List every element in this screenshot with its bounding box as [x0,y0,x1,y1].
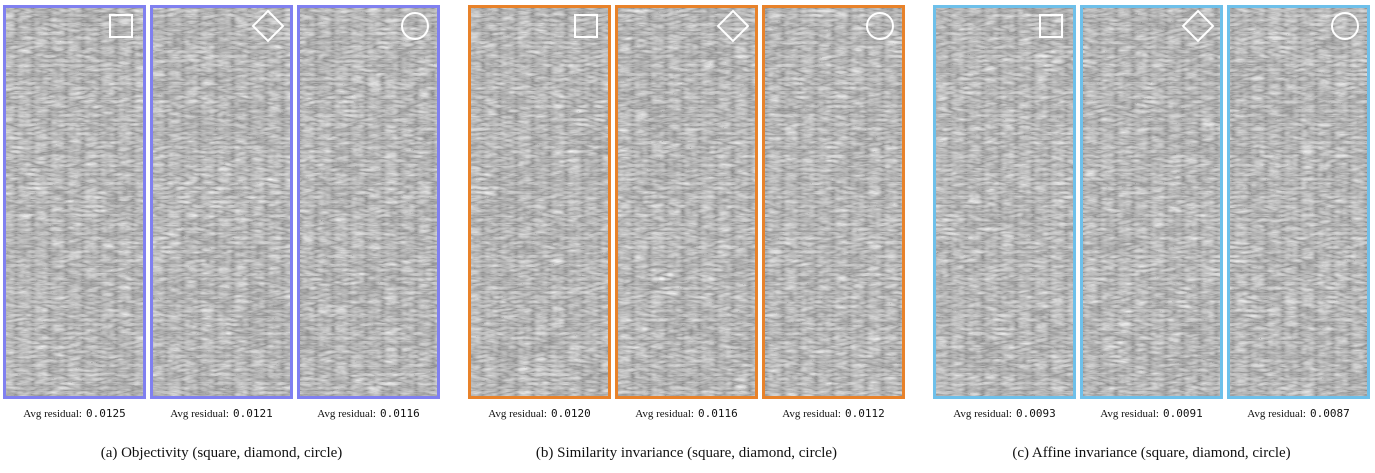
residual-label: Avg residual: [782,408,841,420]
residual: Avg residual: 0.0093 [953,407,1056,420]
residual-label: Avg residual: [23,408,82,420]
flow-texture [468,5,611,399]
residual-value: 0.0112 [845,407,885,420]
residual-value: 0.0120 [551,407,591,420]
flow-texture [933,5,1076,399]
flow-texture [3,5,146,399]
residual: Avg residual: 0.0120 [488,407,591,420]
residual-value: 0.0087 [1310,407,1350,420]
flow-texture [150,5,293,399]
residual: Avg residual: 0.0125 [23,407,126,420]
figure: Avg residual:0.0125Avg residual:0.0121Av… [0,0,1375,468]
residual-label: Avg residual: [953,408,1012,420]
flow-texture [615,5,758,399]
caption: (b) Similarity invariance (square, diamo… [536,445,837,461]
residual-label: Avg residual: [635,408,694,420]
residual-label: Avg residual: [317,408,376,420]
flow-texture [1080,5,1223,399]
residual-label: Avg residual: [488,408,547,420]
residual: Avg residual: 0.0116 [317,407,420,420]
residual-value: 0.0125 [86,407,126,420]
residual: Avg residual: 0.0112 [782,407,885,420]
residual: Avg residual: 0.0091 [1100,407,1203,420]
residual-value: 0.0116 [698,407,738,420]
residual-value: 0.0093 [1016,407,1056,420]
residual-label: Avg residual: [1100,408,1159,420]
residual-value: 0.0091 [1163,407,1203,420]
flow-texture [1227,5,1370,399]
caption: (c) Affine invariance (square, diamond, … [1012,445,1290,461]
residual: Avg residual: 0.0116 [635,407,738,420]
residual-value: 0.0116 [380,407,420,420]
residual-label: Avg residual: [170,408,229,420]
caption: (a) Objectivity (square, diamond, circle… [101,445,343,461]
flow-texture [762,5,905,399]
flow-texture [297,5,440,399]
residual: Avg residual: 0.0121 [170,407,273,420]
residual-value: 0.0121 [233,407,273,420]
residual-label: Avg residual: [1247,408,1306,420]
residual: Avg residual: 0.0087 [1247,407,1350,420]
